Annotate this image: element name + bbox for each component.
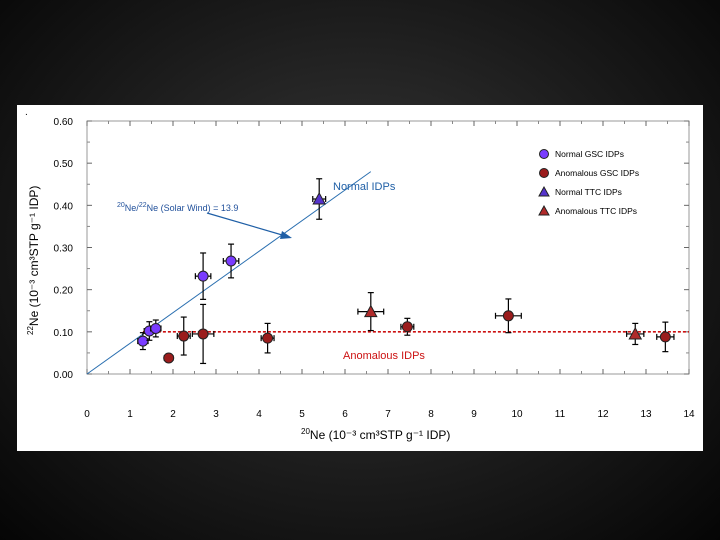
data-point [656, 321, 675, 353]
y-axis-title-text: Ne (10⁻³ cm³STP g⁻¹ IDP) [27, 186, 41, 326]
x-tick-label: 4 [256, 409, 262, 420]
solar-wind-sup-20: 20 [117, 202, 125, 209]
point-marker-circle [137, 335, 149, 347]
point-marker-circle [197, 270, 209, 282]
x-axis-title: 20Ne (10⁻³ cm³STP g⁻¹ IDP) [301, 427, 450, 442]
axis-ticks [86, 120, 690, 375]
point-marker-circle [659, 331, 671, 343]
x-tick-label: 7 [385, 409, 391, 420]
solar-wind-rest: Ne (Solar Wind) = 13.9 [147, 203, 239, 213]
solar-wind-ratio-label: 20Ne/22Ne (Solar Wind) = 13.9 [117, 202, 238, 213]
point-marker-circle [178, 330, 190, 342]
x-tick-label: 8 [428, 409, 434, 420]
y-tick-labels: 0.00 0.10 0.20 0.30 0.40 0.50 0.60 [54, 117, 74, 381]
data-point [312, 178, 327, 220]
annotation-arrow-shaft [206, 212, 290, 238]
data-point [400, 317, 415, 336]
x-tick-label: 5 [299, 409, 305, 420]
legend-marker [538, 185, 550, 197]
x-tick-label: 14 [683, 409, 695, 420]
annotation-arrow-head [280, 231, 292, 239]
y-tick-label: 0.50 [54, 159, 74, 170]
x-tick-label: 12 [597, 409, 609, 420]
y-tick-label: 0.00 [54, 370, 74, 381]
x-axis-title-sup: 20 [301, 427, 310, 436]
data-point [137, 332, 149, 351]
x-tick-label: 2 [170, 409, 176, 420]
point-marker-triangle [312, 191, 327, 205]
x-tick-label: 0 [84, 409, 90, 420]
x-tick-label: 3 [213, 409, 219, 420]
data-point [163, 352, 175, 364]
legend-marker [539, 168, 549, 178]
data-point [191, 303, 215, 365]
point-marker-circle [197, 328, 209, 340]
data-point [357, 292, 385, 332]
data-point [222, 243, 240, 279]
y-tick-label: 0.40 [54, 201, 74, 212]
legend-marker [538, 204, 550, 216]
y-tick-label: 0.60 [54, 117, 74, 128]
solar-wind-fit-line [86, 171, 372, 375]
legend-label: Anomalous TTC IDPs [555, 206, 637, 216]
data-points [137, 178, 675, 365]
data-point [176, 316, 191, 356]
x-tick-label: 10 [511, 409, 523, 420]
normal-idps-label: Normal IDPs [333, 181, 396, 193]
x-tick-label: 13 [640, 409, 652, 420]
point-marker-circle [262, 332, 274, 344]
y-tick-label: 0.30 [54, 244, 74, 255]
x-tick-labels: 0 1 2 3 4 5 6 7 8 9 10 11 12 13 14 [84, 409, 695, 420]
data-point [194, 252, 212, 300]
legend-label: Anomalous GSC IDPs [555, 168, 639, 178]
point-marker-circle [225, 255, 237, 267]
anomalous-idps-label: Anomalous IDPs [343, 350, 425, 362]
point-marker-triangle [628, 326, 643, 340]
point-marker-triangle [363, 304, 378, 318]
y-tick-label: 0.20 [54, 286, 74, 297]
y-axis-title-sup: 22 [26, 326, 35, 335]
x-tick-label: 1 [127, 409, 133, 420]
legend-label: Normal TTC IDPs [555, 187, 622, 197]
point-marker-circle [502, 310, 514, 322]
x-axis-title-text: Ne (10⁻³ cm³STP g⁻¹ IDP) [310, 428, 450, 442]
y-tick-label: 0.10 [54, 328, 74, 339]
solar-wind-sup-22: 22 [139, 202, 147, 209]
data-point [260, 322, 275, 354]
point-marker-circle [163, 352, 175, 364]
legend: Normal GSC IDPs Anomalous GSC IDPs Normal … [538, 149, 639, 216]
legend-marker [539, 149, 549, 159]
x-tick-label: 11 [555, 409, 566, 420]
legend-label: Normal GSC IDPs [555, 149, 624, 159]
data-point [150, 319, 162, 338]
x-tick-label: 9 [471, 409, 477, 420]
point-marker-circle [401, 321, 413, 333]
panel-mark: . [25, 107, 28, 118]
data-point [626, 322, 645, 346]
point-marker-circle [150, 322, 162, 334]
solar-wind-ne: Ne/ [125, 203, 140, 213]
x-tick-label: 6 [342, 409, 348, 420]
data-point [494, 298, 522, 334]
y-axis-title: 22Ne (10⁻³ cm³STP g⁻¹ IDP) [26, 186, 41, 335]
